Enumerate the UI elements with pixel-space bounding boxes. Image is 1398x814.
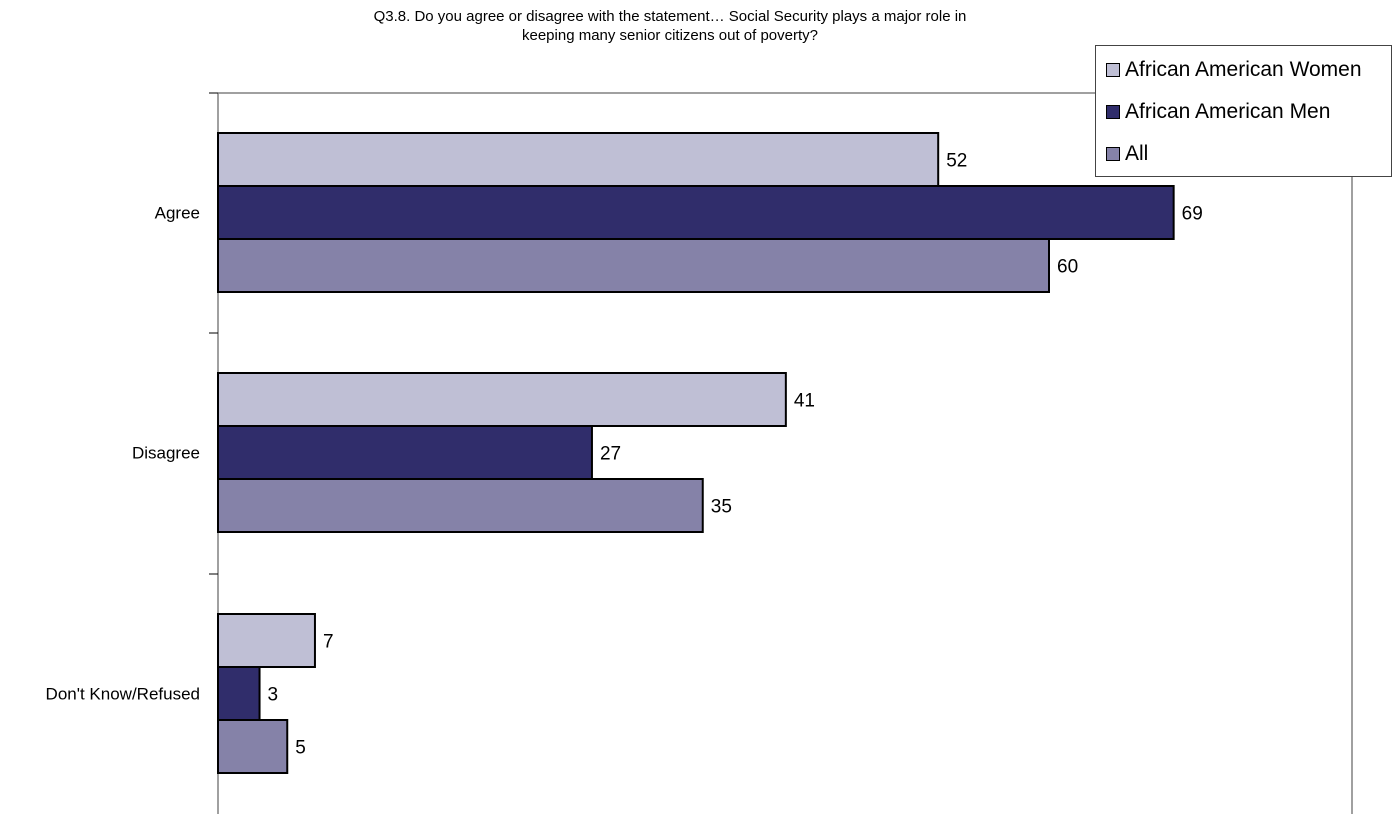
bar-1-1 xyxy=(217,425,593,480)
legend-label-all: All xyxy=(1125,142,1149,165)
category-label-2: Don't Know/Refused xyxy=(46,685,200,704)
bar-1-2 xyxy=(217,478,704,533)
legend-swatch-all xyxy=(1106,147,1120,161)
data-label-1-0: 41 xyxy=(794,391,815,412)
data-label-2-2: 5 xyxy=(295,738,306,759)
category-label-0: Agree xyxy=(155,204,200,223)
data-label-0-1: 69 xyxy=(1182,204,1203,225)
legend: African American Women African American … xyxy=(1095,45,1392,177)
legend-swatch-women xyxy=(1106,63,1120,77)
data-label-1-1: 27 xyxy=(600,444,621,465)
data-label-2-0: 7 xyxy=(323,632,334,653)
chart-title-line-1: Q3.8. Do you agree or disagree with the … xyxy=(373,8,967,25)
legend-label-women: African American Women xyxy=(1125,58,1362,81)
legend-item-women: African American Women xyxy=(1106,58,1362,81)
category-label-1: Disagree xyxy=(132,444,200,463)
chart-title-line-2: keeping many senior citizens out of pove… xyxy=(522,27,818,44)
data-label-2-1: 3 xyxy=(268,685,279,706)
legend-item-men: African American Men xyxy=(1106,100,1331,123)
bar-0-1 xyxy=(217,185,1175,240)
data-label-1-2: 35 xyxy=(711,497,732,518)
legend-label-men: African American Men xyxy=(1125,100,1331,123)
bar-0-2 xyxy=(217,238,1050,293)
bar-0-0 xyxy=(217,132,940,187)
bar-2-0 xyxy=(217,613,316,668)
bar-2-2 xyxy=(217,719,289,774)
bar-1-0 xyxy=(217,372,787,427)
data-label-0-0: 52 xyxy=(946,151,967,172)
bar-2-1 xyxy=(217,666,261,721)
legend-swatch-men xyxy=(1106,105,1120,119)
legend-item-all: All xyxy=(1106,142,1149,165)
data-label-0-2: 60 xyxy=(1057,257,1078,278)
